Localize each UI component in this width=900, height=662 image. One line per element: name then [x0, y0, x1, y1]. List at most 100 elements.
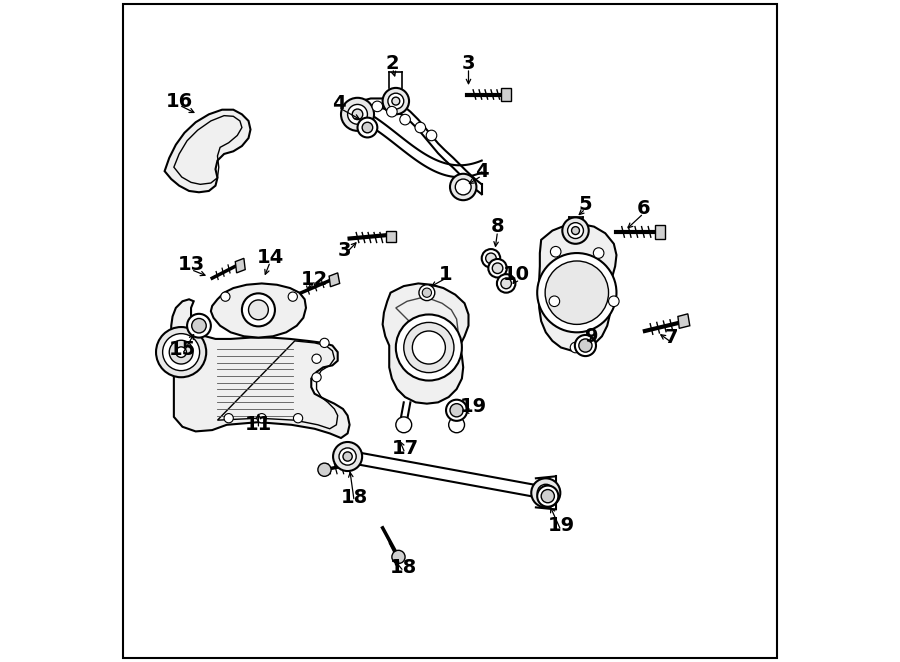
- Text: 12: 12: [301, 270, 328, 289]
- Circle shape: [248, 300, 268, 320]
- Circle shape: [446, 400, 467, 421]
- Circle shape: [362, 122, 373, 133]
- Text: 14: 14: [256, 248, 284, 267]
- Circle shape: [352, 109, 363, 120]
- Circle shape: [422, 288, 431, 297]
- Circle shape: [562, 217, 589, 244]
- Circle shape: [372, 101, 382, 112]
- Circle shape: [192, 318, 206, 333]
- Polygon shape: [382, 283, 469, 404]
- Circle shape: [400, 115, 410, 125]
- Text: 4: 4: [475, 162, 489, 181]
- Polygon shape: [211, 283, 306, 338]
- Circle shape: [537, 486, 558, 506]
- Text: 9: 9: [585, 327, 598, 346]
- Circle shape: [396, 417, 411, 433]
- Polygon shape: [539, 224, 617, 351]
- Circle shape: [404, 322, 454, 373]
- Circle shape: [187, 314, 211, 338]
- Circle shape: [537, 253, 616, 332]
- Circle shape: [339, 448, 356, 465]
- Circle shape: [312, 373, 321, 382]
- Circle shape: [224, 414, 233, 423]
- Text: 5: 5: [579, 195, 592, 214]
- Circle shape: [169, 340, 193, 364]
- Circle shape: [427, 130, 436, 141]
- Circle shape: [333, 442, 362, 471]
- Polygon shape: [501, 88, 511, 101]
- Text: 8: 8: [491, 217, 504, 236]
- Circle shape: [156, 327, 206, 377]
- Polygon shape: [235, 258, 245, 273]
- Circle shape: [220, 292, 230, 301]
- Circle shape: [482, 249, 500, 267]
- Circle shape: [497, 274, 516, 293]
- Circle shape: [288, 292, 297, 301]
- Text: 10: 10: [502, 265, 529, 285]
- Polygon shape: [165, 110, 250, 192]
- Text: 17: 17: [392, 439, 418, 458]
- Polygon shape: [329, 273, 339, 287]
- Circle shape: [312, 354, 321, 363]
- Text: 19: 19: [460, 397, 487, 416]
- Circle shape: [343, 452, 352, 461]
- Polygon shape: [171, 299, 349, 438]
- Circle shape: [551, 246, 561, 257]
- Circle shape: [455, 179, 471, 195]
- Text: 13: 13: [177, 256, 204, 275]
- Circle shape: [593, 248, 604, 258]
- Circle shape: [318, 463, 331, 477]
- Circle shape: [293, 414, 302, 423]
- Text: 1: 1: [439, 265, 453, 285]
- Circle shape: [549, 296, 560, 307]
- Circle shape: [176, 347, 186, 357]
- Circle shape: [579, 339, 592, 352]
- Circle shape: [501, 278, 511, 289]
- Text: 7: 7: [664, 328, 678, 347]
- Polygon shape: [386, 231, 396, 242]
- Text: 16: 16: [166, 91, 193, 111]
- Circle shape: [341, 98, 374, 131]
- Text: 15: 15: [169, 340, 196, 359]
- Polygon shape: [655, 225, 665, 238]
- Text: 18: 18: [390, 558, 418, 577]
- Text: 6: 6: [636, 199, 651, 218]
- Circle shape: [163, 334, 200, 371]
- Circle shape: [568, 222, 583, 238]
- Circle shape: [608, 296, 619, 307]
- Circle shape: [489, 259, 507, 277]
- Circle shape: [450, 404, 464, 417]
- Circle shape: [382, 88, 409, 115]
- Circle shape: [257, 414, 266, 423]
- Circle shape: [572, 226, 580, 234]
- Circle shape: [486, 253, 496, 263]
- Text: 2: 2: [386, 54, 400, 73]
- Text: 3: 3: [462, 54, 475, 73]
- Circle shape: [347, 105, 367, 124]
- Circle shape: [575, 335, 596, 356]
- Circle shape: [357, 118, 377, 138]
- Circle shape: [537, 485, 554, 501]
- Circle shape: [242, 293, 274, 326]
- Text: 3: 3: [338, 241, 351, 260]
- Circle shape: [449, 417, 464, 433]
- Text: 4: 4: [332, 93, 346, 113]
- Circle shape: [450, 173, 476, 200]
- Circle shape: [412, 331, 446, 364]
- Circle shape: [392, 97, 400, 105]
- Circle shape: [541, 489, 551, 497]
- Circle shape: [545, 261, 608, 324]
- Circle shape: [531, 479, 561, 507]
- Circle shape: [396, 314, 462, 381]
- Circle shape: [571, 342, 580, 353]
- Circle shape: [492, 263, 503, 273]
- Text: 19: 19: [547, 516, 574, 536]
- Text: 11: 11: [245, 415, 272, 434]
- Circle shape: [320, 338, 329, 348]
- Text: 18: 18: [340, 488, 368, 507]
- Circle shape: [388, 93, 404, 109]
- Circle shape: [419, 285, 435, 301]
- Circle shape: [387, 107, 397, 117]
- Circle shape: [392, 550, 405, 563]
- Polygon shape: [678, 314, 689, 328]
